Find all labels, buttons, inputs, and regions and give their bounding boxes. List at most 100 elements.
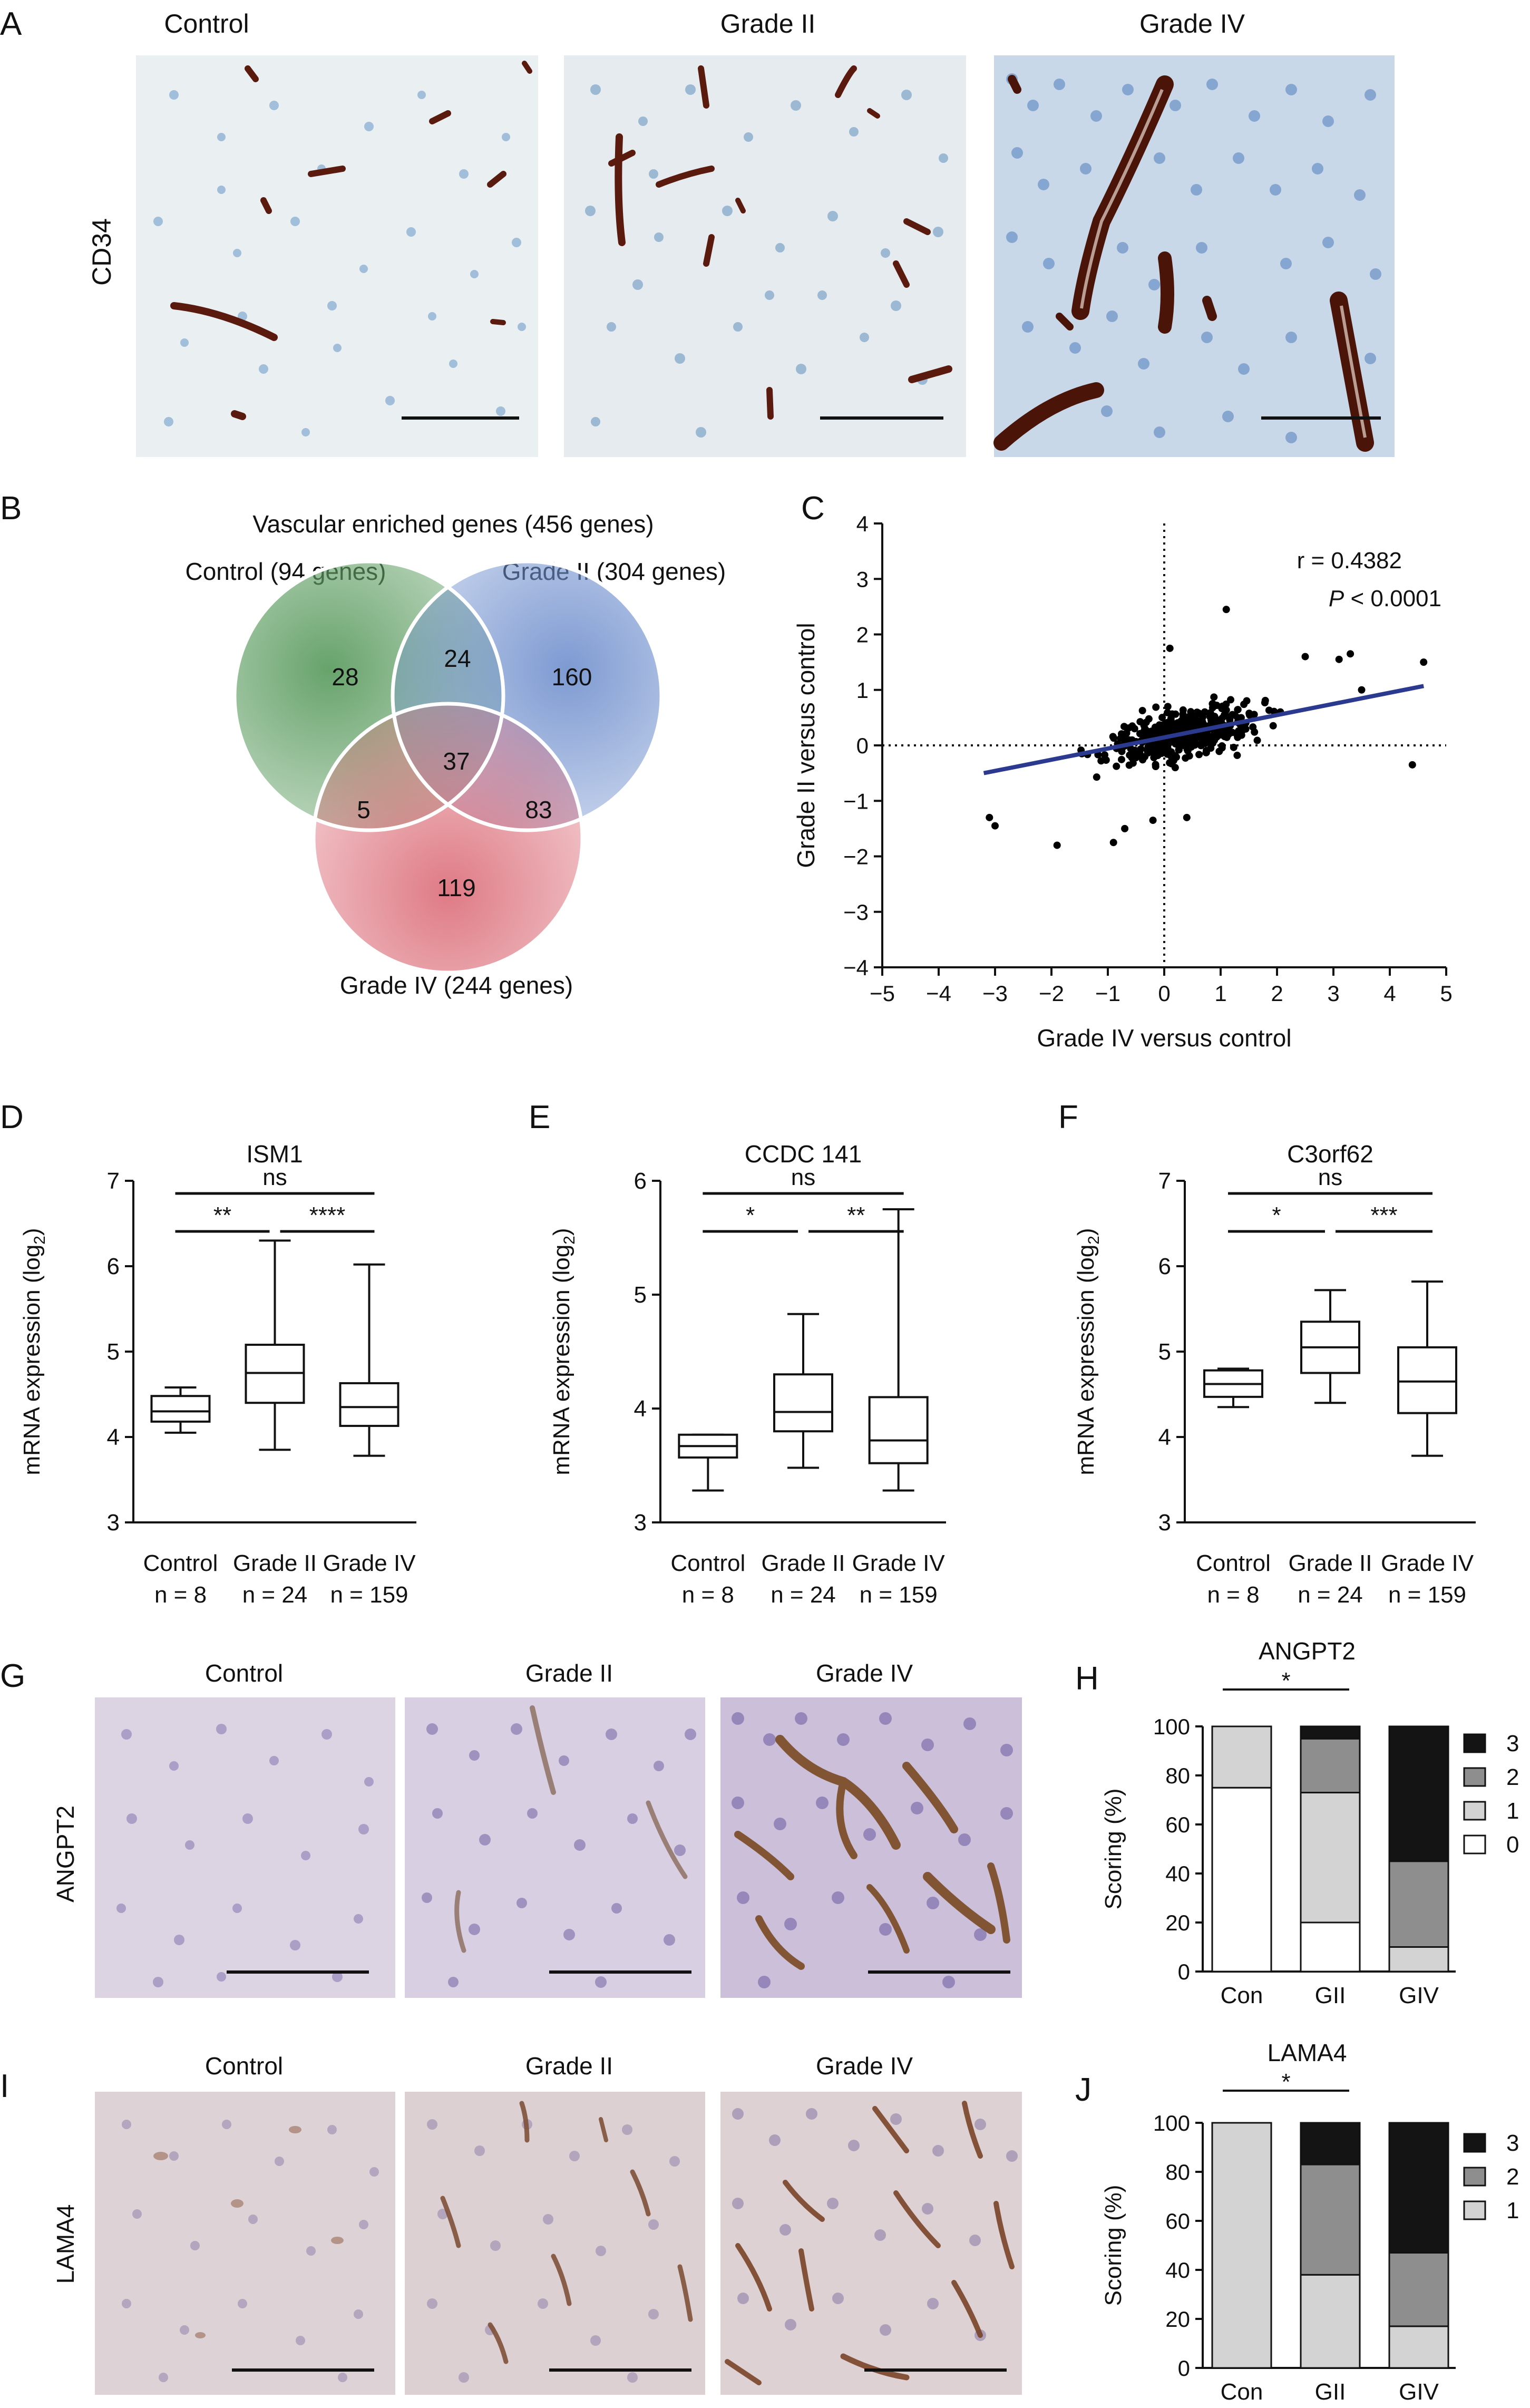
- legend-label: 1: [1506, 2198, 1519, 2223]
- scatter-point: [1180, 741, 1187, 749]
- boxplot-box: [773, 1313, 833, 1469]
- legend-label: 3: [1506, 1731, 1519, 1756]
- stacked-bar-y-tick-label: 60: [1165, 2209, 1190, 2234]
- stacked-bar-segment: [1388, 2122, 1449, 2254]
- significance-label: ns: [262, 1164, 287, 1190]
- venn-set-grade4: [314, 704, 582, 973]
- scatter-point: [1222, 712, 1230, 720]
- legend-label: 2: [1506, 1764, 1519, 1790]
- scatter-point: [1239, 725, 1247, 733]
- legend-swatch: [1463, 2167, 1486, 2187]
- scatter-point: [1183, 813, 1191, 821]
- p-value: < 0.0001: [1344, 586, 1441, 611]
- scatter-point: [1125, 724, 1133, 732]
- scatter-point: [1159, 739, 1167, 746]
- scatter-x-tick-label: 5: [1440, 981, 1452, 1006]
- stacked-bar-segment: [1211, 1725, 1272, 1789]
- boxplot-category-label: Grade IV: [1381, 1550, 1474, 1576]
- significance-bracket: ns: [703, 1164, 904, 1195]
- significance-label: ****: [309, 1202, 346, 1228]
- panel-i-col-control: Control: [205, 2052, 283, 2080]
- boxplot-n-label: n = 24: [771, 1582, 836, 1608]
- scatter-regression-line: [983, 684, 1424, 775]
- scatter-point: [1179, 710, 1187, 718]
- scatter-point: [1174, 719, 1182, 727]
- scatter-point: [1203, 734, 1211, 742]
- boxplot-y-tick-label: 4: [107, 1424, 120, 1450]
- boxplot-y-tick-label: 7: [1158, 1168, 1171, 1194]
- scatter-point: [1167, 760, 1175, 768]
- legend-swatch: [1463, 1767, 1486, 1787]
- venn-count-grade2-grade4: 83: [525, 796, 552, 823]
- scatter-point: [1213, 733, 1221, 741]
- scatter-p-annotation: P < 0.0001: [1329, 586, 1441, 611]
- stacked-bar-y-tick-label: 40: [1165, 1861, 1190, 1886]
- stacked-bar-segment: [1388, 1860, 1449, 1948]
- significance-label: **: [847, 1202, 865, 1228]
- scatter-point: [1227, 696, 1235, 704]
- boxplot-n-label: n = 8: [154, 1582, 207, 1608]
- stacked-bar-segment: [1300, 1737, 1361, 1794]
- stacked-bar-y-tick-label: 100: [1153, 1714, 1190, 1739]
- panel-a-col-grade4: Grade IV: [1139, 9, 1245, 38]
- stacked-bar-y-tick-label: 80: [1165, 2160, 1190, 2184]
- scatter-point: [1136, 718, 1144, 726]
- scatter-x-tick-label: −2: [1039, 981, 1064, 1006]
- scatter-point: [1408, 761, 1416, 769]
- panel-g: G Control Grade II Grade IV ANGPT2: [0, 1658, 1022, 1998]
- scatter-y-tick-label: 4: [856, 511, 869, 536]
- panel-a-col-grade2: Grade II: [720, 9, 816, 38]
- stacked-bar-title: LAMA4: [1268, 2039, 1347, 2066]
- angpt2-grade2-micrograph: [405, 1697, 705, 1998]
- scatter-point: [1131, 725, 1138, 733]
- scatter-point: [1195, 751, 1203, 759]
- stacked-bar-y-tick-label: 0: [1178, 2356, 1190, 2381]
- stacked-bar-y-tick-label: 20: [1165, 2307, 1190, 2332]
- scatter-point: [1222, 606, 1230, 614]
- scatter-point: [1269, 722, 1277, 730]
- boxplot-n-label: n = 159: [330, 1582, 408, 1608]
- panel-label-d: D: [0, 1099, 24, 1135]
- scatter-y-tick-label: −4: [843, 955, 869, 980]
- scatter-x-tick-label: −5: [870, 981, 895, 1006]
- boxplot-category-label: Control: [1196, 1550, 1271, 1576]
- scatter-x-tick-label: −3: [982, 981, 1008, 1006]
- boxplot-title: C3orf62: [1287, 1140, 1373, 1168]
- scatter-point: [1185, 713, 1193, 721]
- stacked-bar-segment: [1388, 1946, 1449, 1973]
- boxplot-n-label: n = 159: [860, 1582, 938, 1608]
- scatter-point: [1102, 756, 1110, 764]
- angpt2-grade4-micrograph: [720, 1697, 1022, 1998]
- stacked-bar-segment: [1300, 1921, 1361, 1973]
- scatter-point: [1215, 747, 1223, 755]
- scatter-point: [1178, 734, 1186, 742]
- panel-label-b: B: [0, 490, 22, 527]
- panel-a: A Control Grade II Grade IV CD34: [0, 6, 1395, 457]
- scatter-point: [1192, 733, 1200, 741]
- venn-count-control-grade4: 5: [357, 796, 371, 823]
- scatter-point: [1158, 727, 1166, 735]
- lama4-grade2-micrograph: [405, 2092, 705, 2395]
- cd34-grade4-micrograph: [993, 55, 1395, 457]
- scatter-y-tick-label: 0: [856, 733, 869, 758]
- scatter-point: [1230, 743, 1237, 751]
- scatter-point: [1164, 750, 1172, 758]
- legend-swatch: [1463, 1801, 1486, 1821]
- boxplot-box: [150, 1386, 211, 1434]
- cd34-grade2-micrograph: [564, 55, 966, 457]
- boxplot-title: ISM1: [246, 1140, 303, 1168]
- stacked-bar-category-label: GII: [1315, 1983, 1346, 2008]
- legend-label: 3: [1506, 2130, 1519, 2156]
- venn-title: Vascular enriched genes (456 genes): [252, 510, 654, 538]
- stacked-bar-y-tick-label: 100: [1153, 2111, 1190, 2135]
- significance-label: **: [213, 1202, 231, 1228]
- scatter-point: [1166, 644, 1174, 652]
- scatter-point: [1245, 710, 1253, 717]
- scatter-point: [1420, 658, 1428, 666]
- scatter-point: [1138, 707, 1146, 715]
- scatter-x-tick-label: 3: [1327, 981, 1339, 1006]
- stacked-bar-title: ANGPT2: [1259, 1637, 1356, 1665]
- scatter-point: [1139, 756, 1147, 764]
- scatter-y-tick-label: −3: [843, 900, 869, 925]
